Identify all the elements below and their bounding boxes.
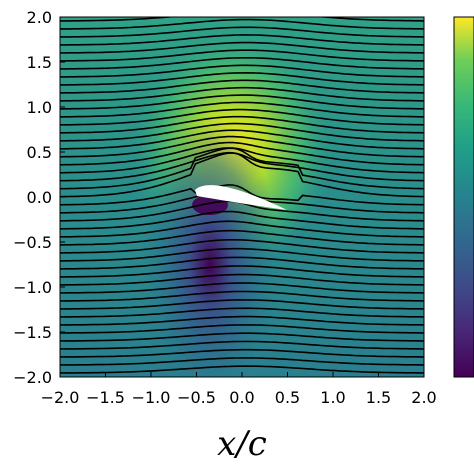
plot-area bbox=[60, 17, 424, 377]
streamline bbox=[60, 94, 424, 110]
x-tick-label: 0.5 bbox=[275, 388, 300, 407]
y-axis-ticks: 2.0 1.5 1.0 0.5 0.0 −0.5 −1.0 −1.5 −2.0 bbox=[13, 8, 65, 387]
streamline bbox=[60, 307, 424, 318]
x-tick-label: −1.5 bbox=[86, 388, 125, 407]
y-tick-label: 0.0 bbox=[27, 188, 52, 207]
colorbar-gradient bbox=[454, 17, 474, 377]
streamline bbox=[60, 49, 424, 62]
streamline bbox=[60, 71, 424, 86]
colorbar bbox=[453, 16, 474, 378]
streamline bbox=[60, 17, 424, 22]
y-tick-label: −2.0 bbox=[13, 368, 52, 387]
x-axis-label: x/c bbox=[217, 424, 267, 464]
streamline bbox=[60, 184, 424, 206]
streamline bbox=[60, 290, 424, 302]
streamline bbox=[60, 147, 424, 190]
streamline bbox=[60, 26, 424, 38]
streamline bbox=[60, 41, 424, 54]
streamline bbox=[60, 122, 424, 142]
streamline bbox=[60, 79, 424, 94]
streamline bbox=[60, 101, 424, 118]
x-tick-label: 1.0 bbox=[320, 388, 345, 407]
streamline bbox=[60, 357, 424, 366]
heatmap-dark-core bbox=[192, 195, 228, 215]
streamline bbox=[60, 34, 424, 46]
y-tick-label: −1.5 bbox=[13, 323, 52, 342]
streamline bbox=[60, 86, 424, 102]
y-tick-label: 1.5 bbox=[27, 53, 52, 72]
streamline bbox=[60, 135, 424, 158]
x-tick-label: 1.5 bbox=[366, 388, 391, 407]
streamline bbox=[60, 365, 424, 374]
streamline bbox=[60, 239, 424, 254]
streamline bbox=[60, 282, 424, 294]
y-tick-label: −1.0 bbox=[13, 278, 52, 297]
streamline bbox=[60, 115, 424, 134]
streamline bbox=[60, 220, 424, 238]
streamline bbox=[60, 152, 424, 198]
streamline bbox=[60, 18, 424, 30]
streamline bbox=[60, 348, 424, 358]
streamline bbox=[60, 57, 424, 70]
streamlines bbox=[60, 17, 424, 374]
streamline bbox=[60, 247, 424, 262]
streamline bbox=[60, 332, 424, 342]
streamline bbox=[60, 273, 424, 286]
streamline bbox=[60, 129, 424, 150]
streamline bbox=[60, 315, 424, 326]
streamline bbox=[60, 141, 424, 166]
streamline bbox=[60, 147, 424, 174]
streamline bbox=[60, 64, 424, 78]
y-tick-label: 1.0 bbox=[27, 98, 52, 117]
x-tick-label: −2.0 bbox=[41, 388, 80, 407]
y-tick-label: −0.5 bbox=[13, 233, 52, 252]
y-tick-label: 2.0 bbox=[27, 8, 52, 27]
streamline bbox=[60, 299, 424, 310]
x-tick-label: −0.5 bbox=[177, 388, 216, 407]
y-tick-label: 0.5 bbox=[27, 143, 52, 162]
streamline bbox=[60, 151, 424, 182]
streamline bbox=[60, 324, 424, 334]
x-tick-label: 2.0 bbox=[411, 388, 436, 407]
streamline bbox=[60, 256, 424, 270]
x-axis-ticks: −2.0 −1.5 −1.0 −0.5 0.0 0.5 1.0 1.5 2.0 bbox=[41, 372, 437, 407]
streamline bbox=[60, 229, 424, 246]
colorbar-frame bbox=[453, 16, 474, 378]
streamline bbox=[60, 108, 424, 126]
x-tick-label: 0.0 bbox=[229, 388, 254, 407]
streamline bbox=[60, 210, 424, 230]
streamline bbox=[60, 340, 424, 350]
airfoil bbox=[195, 185, 287, 210]
x-tick-label: −1.0 bbox=[132, 388, 171, 407]
streamline bbox=[60, 265, 424, 278]
